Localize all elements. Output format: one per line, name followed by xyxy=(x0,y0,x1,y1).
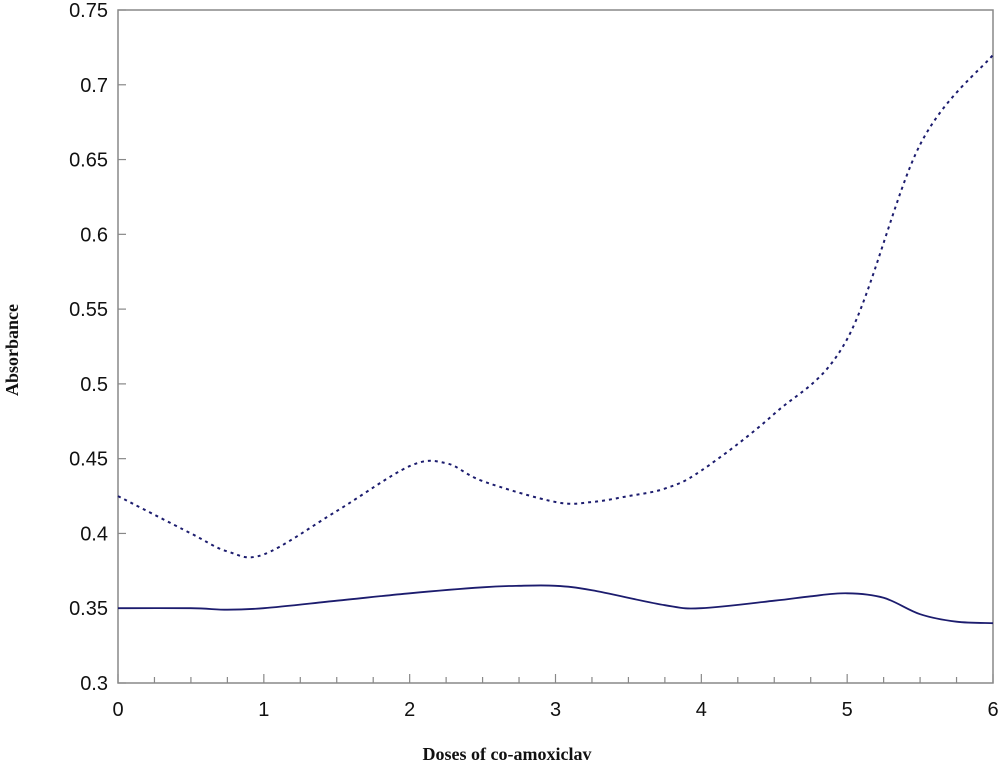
x-axis-title: Doses of co-amoxiclav xyxy=(423,744,592,764)
y-tick-label: 0.65 xyxy=(69,150,108,172)
x-tick-label: 0 xyxy=(112,699,123,721)
solid-series-line xyxy=(117,584,994,625)
y-tick-label: 0.4 xyxy=(80,523,108,545)
y-tick-label: 0.45 xyxy=(69,449,108,471)
plot-area-frame xyxy=(117,9,994,684)
y-axis-title: Absorbance xyxy=(2,304,22,396)
y-tick-label: 0.35 xyxy=(69,598,108,620)
y-tick-label: 0.3 xyxy=(80,673,108,695)
x-tick-label: 2 xyxy=(404,699,415,721)
x-axis-ticks: 0 1 2 3 4 5 6 xyxy=(112,674,999,721)
x-tick-label: 5 xyxy=(842,699,853,721)
x-tick-label: 1 xyxy=(258,699,269,721)
y-tick-label: 0.6 xyxy=(80,224,108,246)
y-tick-label: 0.55 xyxy=(69,299,108,321)
y-tick-label: 0.5 xyxy=(80,374,108,396)
y-tick-label: 0.7 xyxy=(80,75,108,97)
y-tick-label: 0.75 xyxy=(69,0,108,22)
x-tick-label: 3 xyxy=(550,699,561,721)
y-axis-ticks: 0.3 0.35 0.4 0.45 0.5 0.55 0.6 0.65 0.7 0.75 xyxy=(69,0,126,695)
dotted-series-line xyxy=(117,54,994,559)
x-tick-label: 4 xyxy=(696,699,707,721)
x-tick-label: 6 xyxy=(987,699,998,721)
series-layer xyxy=(117,54,994,625)
